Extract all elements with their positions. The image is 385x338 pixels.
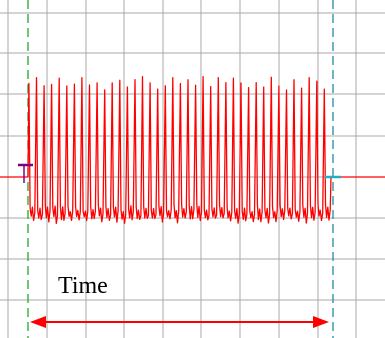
signal-trace <box>27 75 385 225</box>
time-span-arrow <box>30 316 329 328</box>
markers <box>18 163 341 183</box>
arrow-head-left <box>30 316 46 328</box>
time-annotation: Time <box>58 273 108 299</box>
arrow-head-right <box>313 316 329 328</box>
